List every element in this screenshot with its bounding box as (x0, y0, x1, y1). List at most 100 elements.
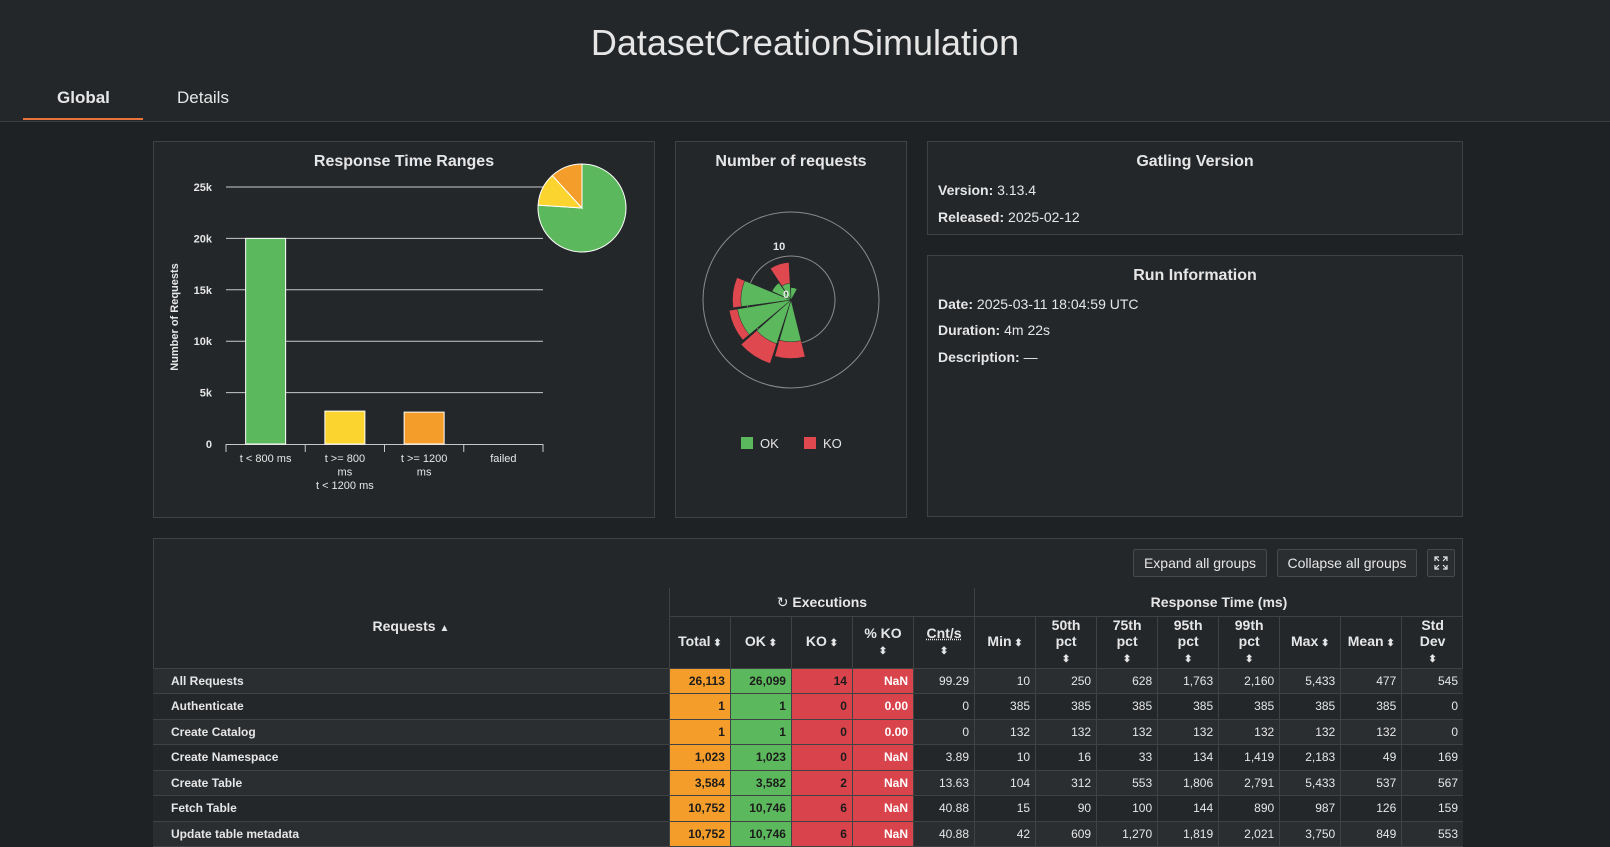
column-header[interactable]: Cnt/s ⬍ (912, 616, 975, 669)
request-name-cell: Update table metadata (153, 821, 670, 847)
run-information-panel: Run Information Date: 2025-03-11 18:04:5… (927, 255, 1463, 517)
table-row[interactable]: Create Table 3,584 3,582 2 NaN 13.63 104 312 553… (153, 770, 1463, 796)
statistics-table-body: All Requests 26,113 26,099 14 NaN 99.29 10 250 6… (153, 668, 1463, 847)
x-tick-label: t < 1200 ms (316, 480, 374, 492)
released-line: Released: 2025-02-12 (938, 209, 1080, 225)
column-header[interactable]: Std Dev ⬍ (1401, 616, 1463, 669)
table-cell: 609 (1035, 821, 1097, 847)
top-bar: DatasetCreationSimulation Global Details (0, 0, 1610, 122)
sort-asc-icon: ▲ (439, 623, 450, 635)
sort-icon: ⬍ (826, 637, 839, 649)
table-row[interactable]: Authenticate 1 1 0 0.00 0 385 385 385 385 385 385 38… (153, 693, 1463, 720)
table-row[interactable]: Create Catalog 1 1 0 0.00 0 132 132 132 132 132 132… (153, 719, 1463, 745)
column-header-label: 95th (1173, 616, 1203, 633)
legend-ko-label[interactable]: KO (823, 436, 842, 451)
column-header-label: KO (805, 632, 827, 649)
sort-icon: ⬍ (1183, 653, 1193, 665)
table-cell: 1,023 (729, 744, 792, 771)
bar (245, 237, 287, 445)
table-cell: 567 (1401, 770, 1463, 796)
table-cell: 33 (1096, 744, 1158, 771)
table-cell: 0 (790, 719, 853, 745)
x-tick-label: ms (338, 467, 353, 479)
column-header[interactable]: Mean ⬍ (1340, 616, 1402, 669)
table-cell: 26,099 (729, 668, 792, 694)
column-header[interactable]: OK ⬍ (729, 616, 792, 669)
table-cell: 628 (1096, 668, 1158, 694)
x-tick-label: t >= 1200 (401, 453, 448, 465)
response-time-group-header: Response Time (ms) (974, 588, 1463, 617)
column-header[interactable]: Max ⬍ (1279, 616, 1341, 669)
table-cell: NaN (851, 668, 914, 694)
table-cell: 2,183 (1279, 744, 1341, 771)
table-cell: 90 (1035, 795, 1097, 822)
response-chart-title: Response Time Ranges (313, 153, 495, 170)
table-cell: 0 (912, 719, 975, 745)
bar (403, 411, 445, 445)
table-row[interactable]: All Requests 26,113 26,099 14 NaN 99.29 10 250 6… (153, 668, 1463, 694)
column-header[interactable]: Total ⬍ (668, 616, 731, 669)
column-header[interactable]: 95th pct ⬍ (1157, 616, 1219, 669)
table-cell: 5,433 (1279, 668, 1341, 694)
table-cell: 890 (1218, 795, 1280, 822)
table-cell: 10,746 (729, 795, 792, 822)
table-cell: 104 (974, 770, 1036, 796)
column-header[interactable]: % KO ⬍ (851, 616, 914, 669)
column-header-label: pct (1116, 632, 1138, 649)
table-cell: 126 (1340, 795, 1402, 822)
request-name-cell: Authenticate (153, 693, 670, 720)
response-time-bar-chart: 0 5k 10k 15k 20k 25k Number of Requests t < 800… (169, 163, 627, 492)
table-cell: 132 (1340, 719, 1402, 745)
collapse-all-groups-button[interactable]: Collapse all groups (1277, 549, 1417, 577)
table-cell: 1,763 (1157, 668, 1219, 694)
tab-global[interactable]: Global (57, 88, 110, 107)
column-header[interactable]: KO ⬍ (790, 616, 853, 669)
fullscreen-button[interactable] (1427, 549, 1455, 577)
requests-column-header[interactable]: Requests ▲ (153, 588, 670, 669)
column-header-row: Total ⬍ OK ⬍ KO ⬍% KO ⬍ Cnt/s ⬍ Min ⬍ 50th pct… (153, 616, 1463, 669)
table-cell: 144 (1157, 795, 1219, 822)
executions-group-header: ↻ Executions (668, 588, 975, 617)
column-header-label: Std (1421, 616, 1444, 633)
column-header-label: Total (678, 632, 711, 649)
requests-polar-chart: 0 10 (702, 211, 880, 389)
table-cell: 15 (974, 795, 1036, 822)
table-cell: 477 (1340, 668, 1402, 694)
date-label: Date: (938, 296, 974, 312)
legend-ok-label[interactable]: OK (760, 436, 779, 451)
expand-all-groups-button[interactable]: Expand all groups (1133, 549, 1267, 577)
table-cell: 2,021 (1218, 821, 1280, 847)
table-cell: 849 (1340, 821, 1402, 847)
table-cell: 132 (1157, 719, 1219, 745)
sort-icon: ⬍ (1011, 637, 1023, 649)
column-header[interactable]: 75th pct ⬍ (1096, 616, 1158, 669)
column-header-label: 99th (1234, 616, 1264, 633)
table-cell: 40.88 (912, 795, 975, 822)
date-line: Date: 2025-03-11 18:04:59 UTC (938, 296, 1139, 312)
table-cell: NaN (851, 770, 914, 796)
column-header[interactable]: 50th pct ⬍ (1035, 616, 1097, 669)
column-header[interactable]: Min ⬍ (974, 616, 1036, 669)
table-cell: 159 (1401, 795, 1463, 822)
duration-line: Duration: 4m 22s (938, 322, 1050, 338)
table-row[interactable]: Fetch Table 10,752 10,746 6 NaN 40.88 15 90 100 1… (153, 795, 1463, 822)
table-row[interactable]: Create Namespace 1,023 1,023 0 NaN 3.89 10 16 33… (153, 744, 1463, 771)
tab-details[interactable]: Details (177, 88, 229, 107)
column-header-label: Max (1291, 632, 1319, 649)
table-cell: 1 (668, 693, 731, 720)
sort-icon: ⬍ (1244, 653, 1254, 665)
column-header-label: Min (987, 632, 1012, 649)
table-cell: 6 (790, 795, 853, 822)
request-name-cell: All Requests (153, 668, 670, 694)
x-tick-label: ms (417, 467, 432, 479)
bar (324, 410, 366, 445)
table-cell: 385 (974, 693, 1036, 720)
table-cell: 1,023 (668, 744, 731, 771)
table-cell: 40.88 (912, 821, 975, 847)
version-value: 3.13.4 (997, 182, 1037, 198)
sort-icon: ⬍ (1061, 653, 1071, 665)
table-row[interactable]: Update table metadata 10,752 10,746 6 NaN 40.… (153, 821, 1463, 847)
column-header-label: pct (1238, 632, 1260, 649)
column-header-label: Dev (1419, 632, 1446, 649)
column-header[interactable]: 99th pct ⬍ (1218, 616, 1280, 669)
